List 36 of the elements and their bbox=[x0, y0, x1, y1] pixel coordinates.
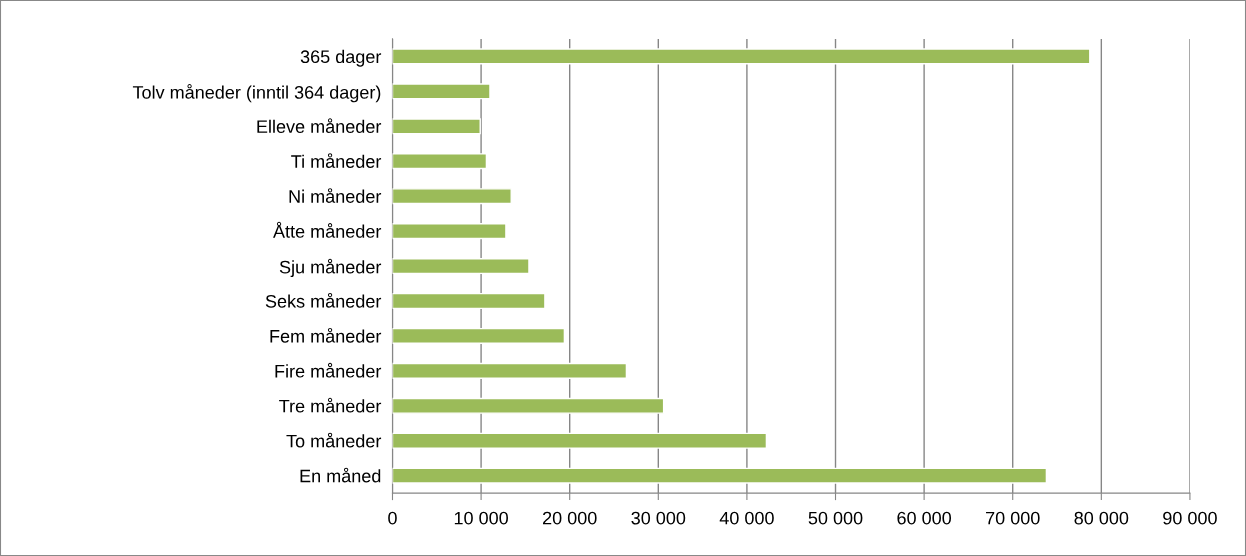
x-tick-label: 90 000 bbox=[1163, 511, 1217, 525]
x-tick-label: 20 000 bbox=[543, 511, 597, 525]
y-tick-label: Seks måneder bbox=[265, 292, 382, 308]
bar bbox=[392, 153, 488, 170]
x-tick-label: 60 000 bbox=[897, 511, 952, 525]
y-tick-label: Fem måneder bbox=[270, 327, 382, 343]
y-tick-label: Tolv måneder (inntil 364 dager) bbox=[132, 84, 381, 103]
y-tick-label: En måned bbox=[300, 467, 381, 483]
bar bbox=[392, 467, 1048, 484]
x-tick-label: 40 000 bbox=[719, 511, 774, 525]
x-tick-label: 70 000 bbox=[986, 511, 1040, 525]
x-tick-label: 10 000 bbox=[454, 511, 508, 525]
bar bbox=[392, 432, 768, 449]
y-tick-label: Fire måneder bbox=[275, 362, 382, 378]
bar bbox=[392, 327, 566, 344]
bar bbox=[392, 188, 512, 205]
x-tick-label: 80 000 bbox=[1074, 511, 1129, 525]
y-tick-label: Ni måneder bbox=[289, 188, 382, 203]
y-tick-label: To måneder bbox=[286, 432, 382, 448]
bar bbox=[392, 397, 665, 414]
y-tick-label: Åtte måneder bbox=[273, 221, 382, 238]
x-tick-label: 0 bbox=[388, 511, 397, 525]
bar bbox=[392, 292, 546, 310]
bar bbox=[392, 258, 530, 275]
x-tick-label: 50 000 bbox=[808, 511, 863, 525]
x-tick-label: 30 000 bbox=[631, 511, 686, 525]
y-tick-label: Tre måneder bbox=[279, 397, 382, 413]
bar bbox=[392, 48, 1091, 65]
bar bbox=[392, 118, 481, 135]
bar bbox=[392, 223, 507, 240]
y-tick-label: Elleve måneder bbox=[257, 118, 382, 133]
bar bbox=[392, 83, 491, 100]
y-tick-label: Sju måneder bbox=[279, 258, 382, 278]
bar bbox=[392, 362, 628, 379]
y-tick-label: Ti måneder bbox=[291, 153, 382, 168]
y-tick-label: 365 dager bbox=[300, 49, 382, 67]
